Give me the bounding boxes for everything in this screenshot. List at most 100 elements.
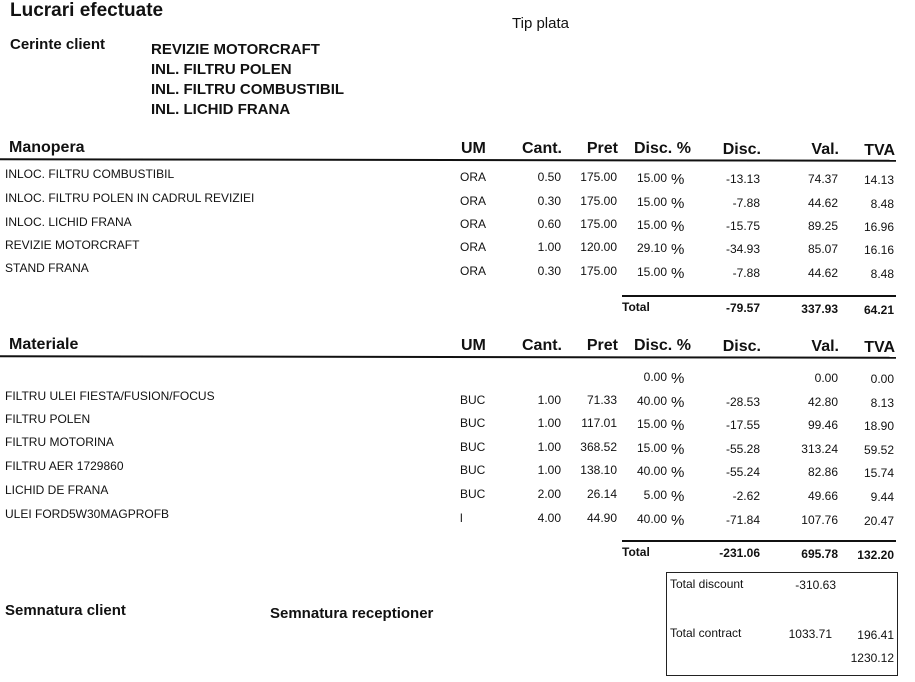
row-tva: 9.44 [870,490,894,504]
row-disc: -71.84 [725,513,760,527]
client-request: INL. FILTRU POLEN [151,61,292,78]
section-title: Materiale [9,336,79,353]
client-request: REVIZIE MOTORCRAFT [151,41,320,58]
row-name: STAND FRANA [5,261,89,275]
row-um: ORA [460,264,487,278]
row-cant: 1.00 [537,463,561,477]
total-contract-net: 1033.71 [788,627,832,641]
row-val: 42.80 [807,395,838,409]
row-cant: 1.00 [537,416,561,430]
percent-sign: % [671,218,685,235]
column-header-val: Val. [811,141,839,158]
total-discount-value: -310.63 [795,578,836,592]
row-cant: 1.00 [537,393,561,407]
row-val: 82.86 [807,465,838,479]
row-pret: 117.01 [581,416,617,430]
row-um: BUC [460,487,486,501]
row-tva: 59.52 [863,443,894,457]
client-requests-label: Cerinte client [10,36,106,53]
column-header-cant: Cant. [522,337,562,354]
row-disc-pct: 15.00 [636,171,667,185]
row-disc: -17.55 [725,418,760,432]
column-header-disc-pct: Disc. % [634,337,691,354]
row-tva: 18.90 [863,419,894,433]
column-header-tva: TVA [864,142,895,159]
percent-sign: % [671,417,685,434]
row-pret: 175.00 [580,170,617,184]
row-disc: -15.75 [725,219,760,233]
column-header-val: Val. [811,338,839,355]
row-val: 0.00 [814,371,838,385]
row-cant: 1.00 [537,240,561,254]
percent-sign: % [671,488,685,505]
row-name: FILTRU MOTORINA [5,435,114,449]
payment-type-label: Tip plata [512,15,569,32]
row-disc-pct: 15.00 [636,441,667,455]
row-um: ORA [460,217,487,231]
row-val: 44.62 [807,266,838,280]
row-tva: 16.96 [863,220,894,234]
column-header-tva: TVA [864,339,895,356]
row-disc-pct: 40.00 [636,512,667,526]
row-disc: -13.13 [725,172,760,186]
row-disc: -2.62 [732,489,760,503]
row-um: ORA [460,170,487,184]
row-um: BUC [460,393,486,407]
page-title: Lucrari efectuate [10,0,164,21]
row-pret: 368.52 [580,440,617,454]
percent-sign: % [671,241,685,258]
row-tva: 8.48 [870,197,894,211]
row-tva: 8.48 [870,267,894,281]
total-val: 695.78 [801,547,838,561]
row-name: LICHID DE FRANA [5,483,109,497]
total-rule [622,540,896,542]
row-name: FILTRU AER 1729860 [5,459,124,473]
row-disc-pct: 15.00 [636,195,667,209]
total-tva: 132.20 [857,548,894,562]
row-val: 49.66 [807,489,838,503]
row-val: 89.25 [807,219,838,233]
total-label: Total [622,545,650,559]
row-pret: 26.14 [586,487,617,501]
percent-sign: % [671,370,685,387]
row-tva: 16.16 [863,243,894,257]
column-header-disc: Disc. [722,141,761,158]
total-disc: -79.57 [725,301,760,315]
percent-sign: % [671,394,685,411]
client-requests-list: REVIZIE MOTORCRAFT INL. FILTRU POLEN INL… [151,40,344,120]
row-pret: 44.90 [586,511,617,525]
summary-box [666,572,898,676]
client-request: INL. LICHID FRANA [151,101,291,118]
row-pret: 175.00 [580,264,617,278]
row-disc-pct: 40.00 [636,394,667,408]
row-name: REVIZIE MOTORCRAFT [5,238,140,252]
row-val: 107.76 [801,513,838,527]
row-cant: 0.30 [537,264,561,278]
row-name: INLOC. FILTRU COMBUSTIBIL [5,167,175,181]
row-disc-pct: 15.00 [636,417,667,431]
row-disc-pct: 15.00 [636,218,667,232]
header-rule [0,355,897,359]
row-disc: -34.93 [725,242,760,256]
percent-sign: % [671,195,685,212]
percent-sign: % [671,441,685,458]
percent-sign: % [671,464,685,481]
row-disc: -28.53 [725,395,760,409]
row-disc: -55.28 [725,442,760,456]
row-val: 74.37 [807,172,838,186]
column-header-disc-pct: Disc. % [634,140,691,157]
row-disc-pct: 40.00 [636,464,667,478]
row-val: 99.46 [807,418,838,432]
row-cant: 0.60 [537,217,561,231]
row-tva: 14.13 [863,173,894,187]
row-um: ORA [460,194,487,208]
total-rule [622,295,896,297]
row-name: FILTRU POLEN [5,412,91,426]
row-cant: 4.00 [537,511,561,525]
row-um: l [460,511,463,525]
row-cant: 1.00 [537,440,561,454]
percent-sign: % [671,512,685,529]
client-request: INL. FILTRU COMBUSTIBIL [151,81,345,98]
column-header-disc: Disc. [722,338,761,355]
total-label: Total [622,300,650,314]
